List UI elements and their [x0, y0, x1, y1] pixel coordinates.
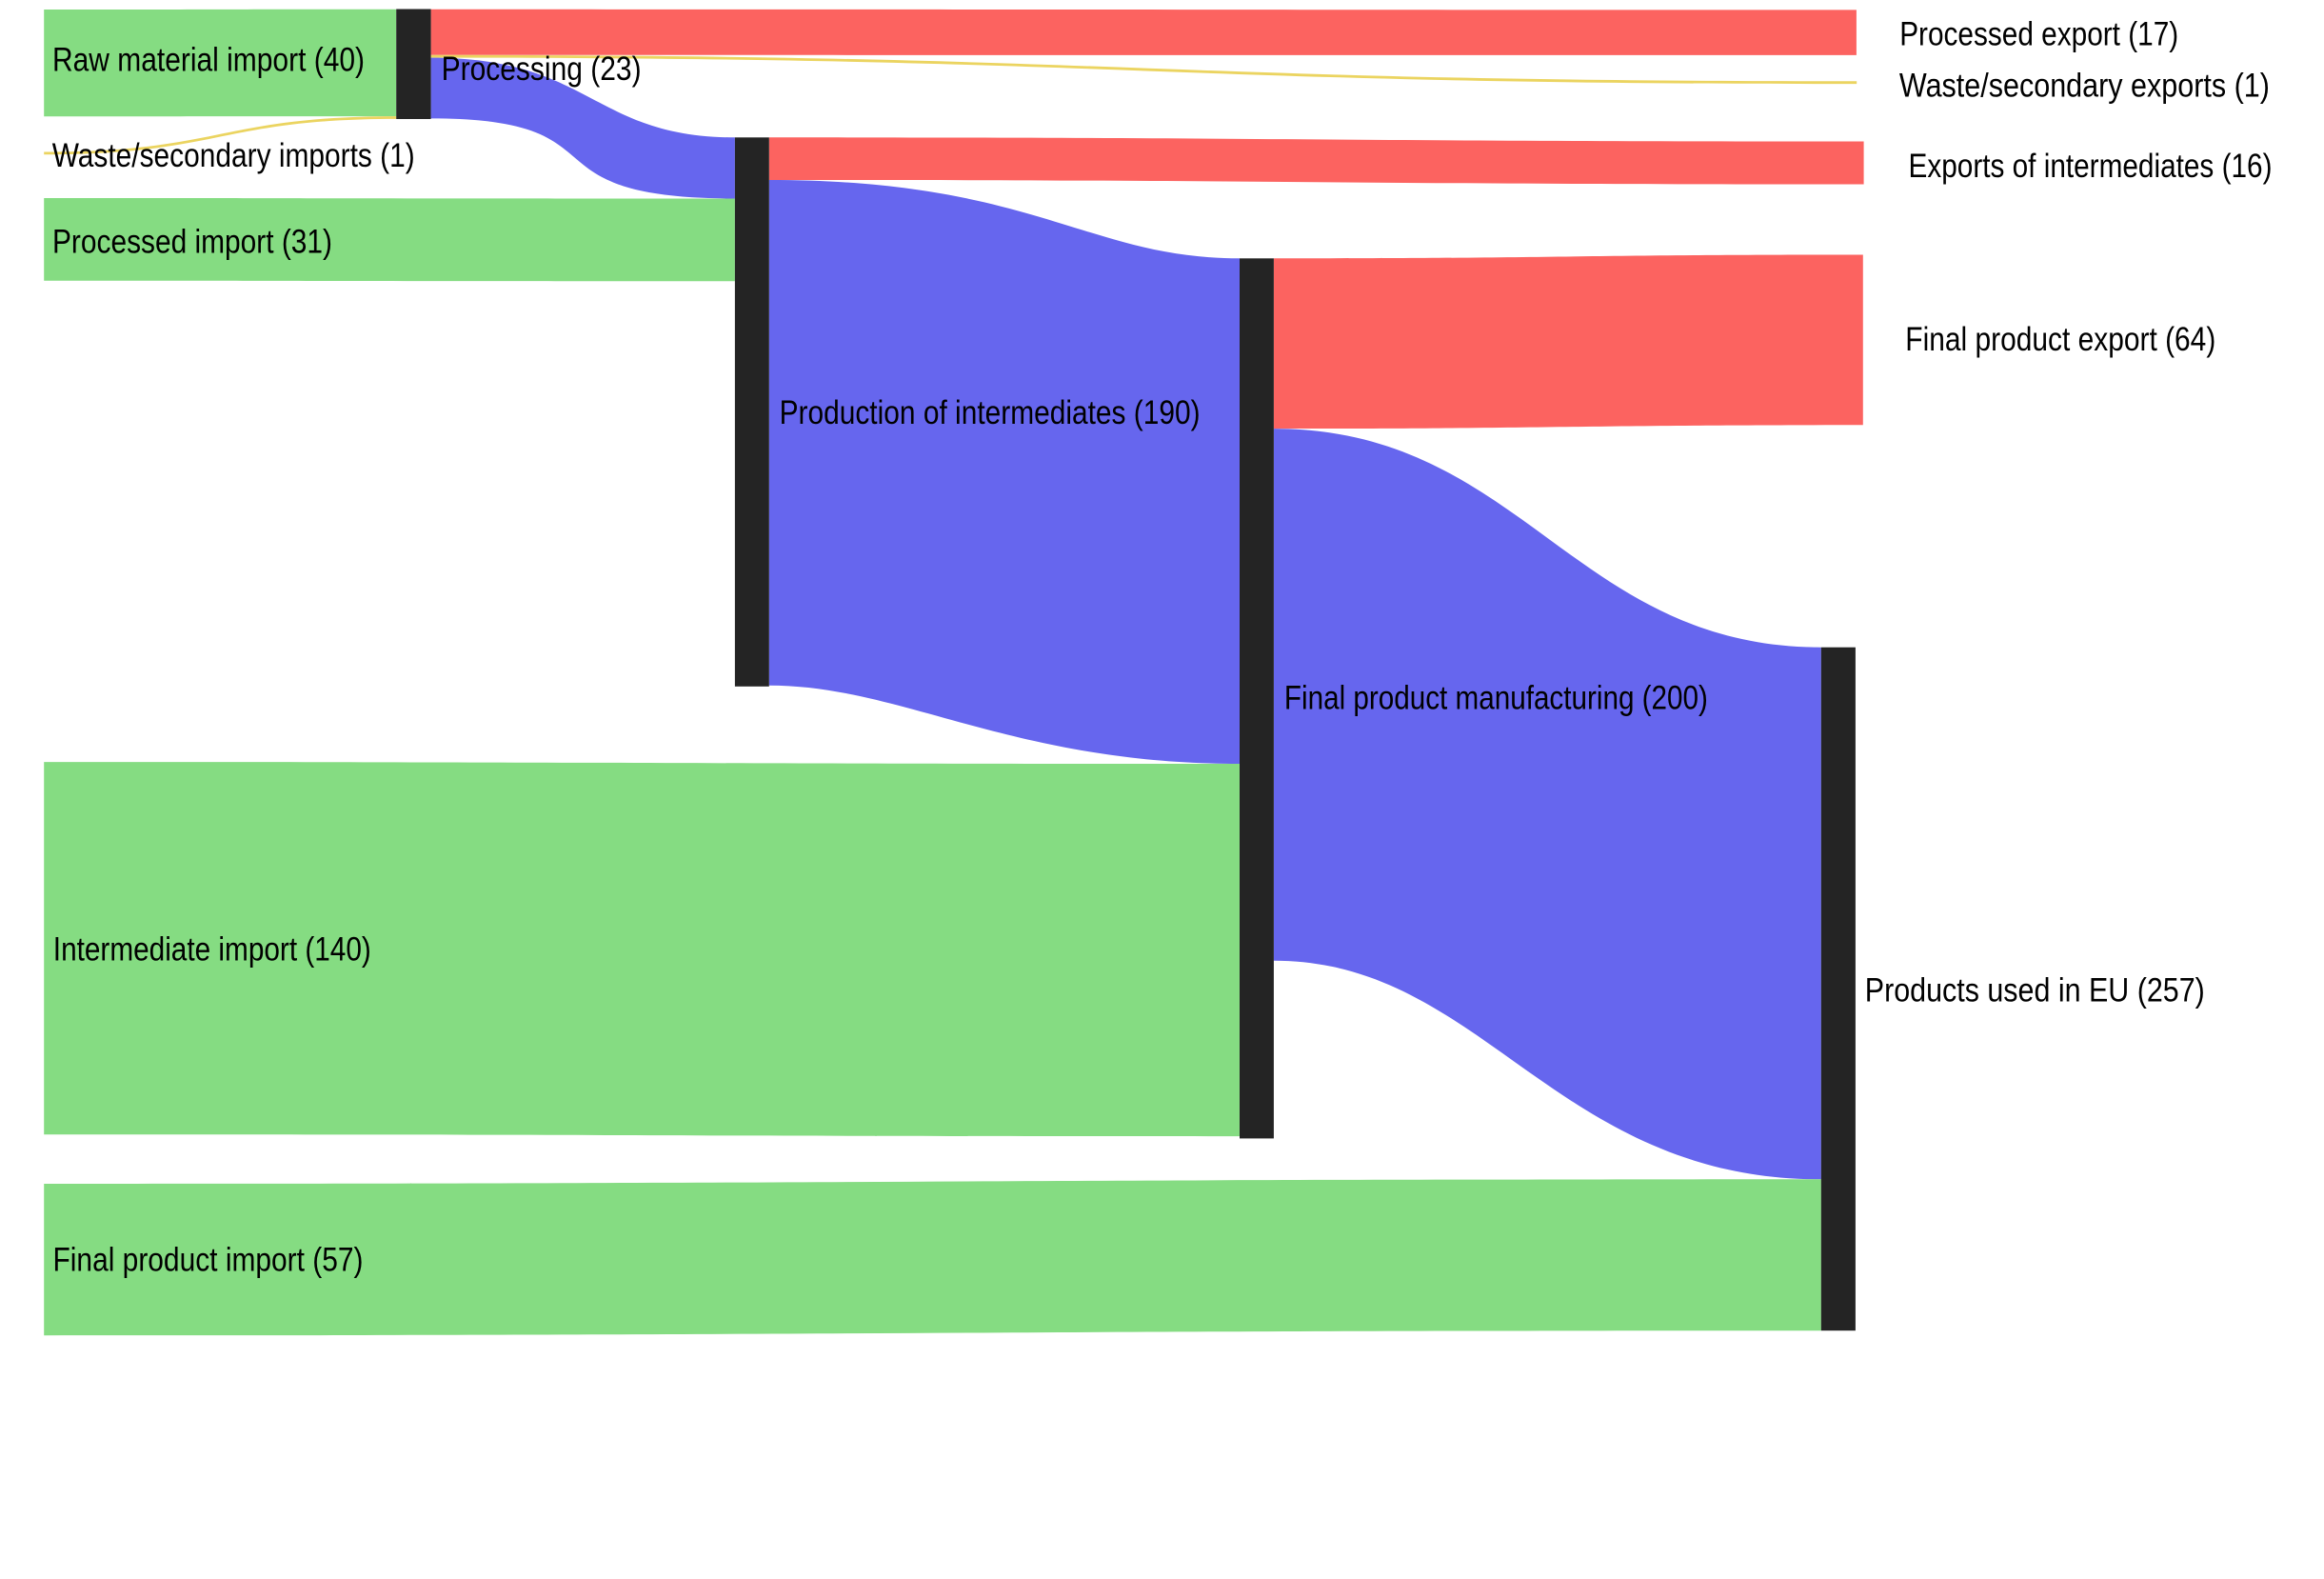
svg-text:Final product export (64): Final product export (64)	[1905, 321, 2215, 358]
svg-text:Processed export (17): Processed export (17)	[1899, 15, 2178, 52]
svg-text:Final product manufacturing (2: Final product manufacturing (200)	[1284, 680, 1708, 717]
svg-text:Exports of intermediates (16): Exports of intermediates (16)	[1909, 148, 2273, 185]
svg-text:Waste/secondary exports (1): Waste/secondary exports (1)	[1899, 68, 2270, 105]
svg-text:Processing (23): Processing (23)	[442, 50, 642, 88]
svg-text:Intermediate import (140): Intermediate import (140)	[53, 930, 371, 968]
svg-text:Processed import (31): Processed import (31)	[52, 224, 332, 261]
svg-text:Products used in EU (257): Products used in EU (257)	[1865, 972, 2205, 1009]
svg-text:Waste/secondary imports (1): Waste/secondary imports (1)	[52, 137, 415, 174]
svg-text:Raw material import (40): Raw material import (40)	[52, 42, 365, 79]
svg-text:Production of intermediates (1: Production of intermediates (190)	[780, 394, 1201, 431]
svg-text:Final product import (57): Final product import (57)	[53, 1242, 364, 1279]
